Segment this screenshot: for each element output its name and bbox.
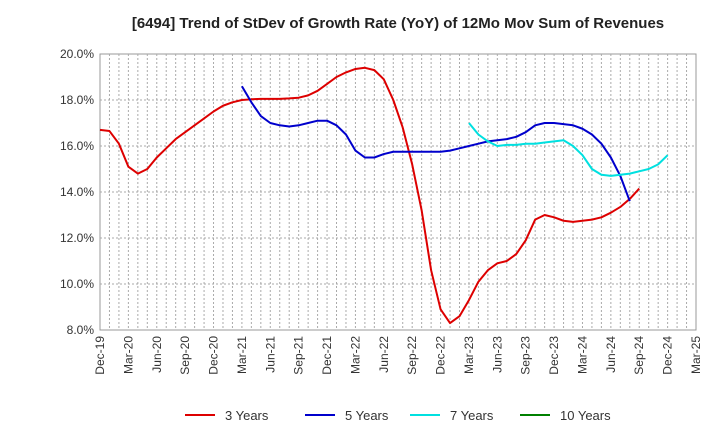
x-axis-ticks: Dec-19 Mar-20 Jun-20 Sep-20 Dec-20 Mar-21 Jun-…: [93, 336, 703, 375]
x-tick-label: Dec-23: [547, 336, 561, 375]
legend-label: 3 Years: [225, 408, 269, 423]
x-tick-label: Sep-23: [519, 336, 533, 375]
x-tick-label: Dec-24: [661, 336, 675, 375]
legend: 3 Years 5 Years 7 Years 10 Years: [185, 408, 611, 423]
legend-label: 5 Years: [345, 408, 389, 423]
x-tick-label: Sep-22: [405, 336, 419, 375]
x-tick-label: Jun-21: [263, 336, 277, 373]
x-tick-label: Sep-20: [178, 336, 192, 375]
y-tick-label: 14.0%: [60, 185, 94, 199]
x-tick-label: Sep-24: [632, 336, 646, 375]
chart-title: [6494] Trend of StDev of Growth Rate (Yo…: [132, 15, 664, 32]
x-tick-label: Dec-21: [320, 336, 334, 375]
x-tick-label: Mar-22: [348, 336, 362, 374]
x-tick-label: Mar-24: [575, 336, 589, 374]
y-tick-label: 12.0%: [60, 231, 94, 245]
x-tick-label: Dec-22: [434, 336, 448, 375]
x-tick-label: Jun-23: [490, 336, 504, 373]
x-tick-label: Sep-21: [292, 336, 306, 375]
y-tick-label: 16.0%: [60, 139, 94, 153]
x-tick-label: Jun-22: [377, 336, 391, 373]
y-tick-label: 10.0%: [60, 277, 94, 291]
x-tick-label: Dec-20: [207, 336, 221, 375]
x-tick-label: Mar-23: [462, 336, 476, 374]
x-tick-label: Jun-20: [150, 336, 164, 373]
legend-label: 10 Years: [560, 408, 611, 423]
series-line-5-years: [241, 85, 631, 202]
y-tick-label: 18.0%: [60, 93, 94, 107]
series-line-3-years: [99, 66, 640, 325]
y-tick-label: 8.0%: [67, 323, 95, 337]
x-tick-label: Dec-19: [93, 336, 107, 375]
series-lines: [99, 66, 669, 325]
series-line-7-years: [468, 122, 669, 177]
legend-label: 7 Years: [450, 408, 494, 423]
x-tick-label: Jun-24: [604, 336, 618, 373]
x-tick-label: Mar-21: [235, 336, 249, 374]
y-tick-label: 20.0%: [60, 47, 94, 61]
x-tick-label: Mar-20: [121, 336, 135, 374]
y-axis-ticks: 8.0% 10.0% 12.0% 14.0% 16.0% 18.0% 20.0%: [60, 47, 94, 337]
x-tick-label: Mar-25: [689, 336, 703, 374]
